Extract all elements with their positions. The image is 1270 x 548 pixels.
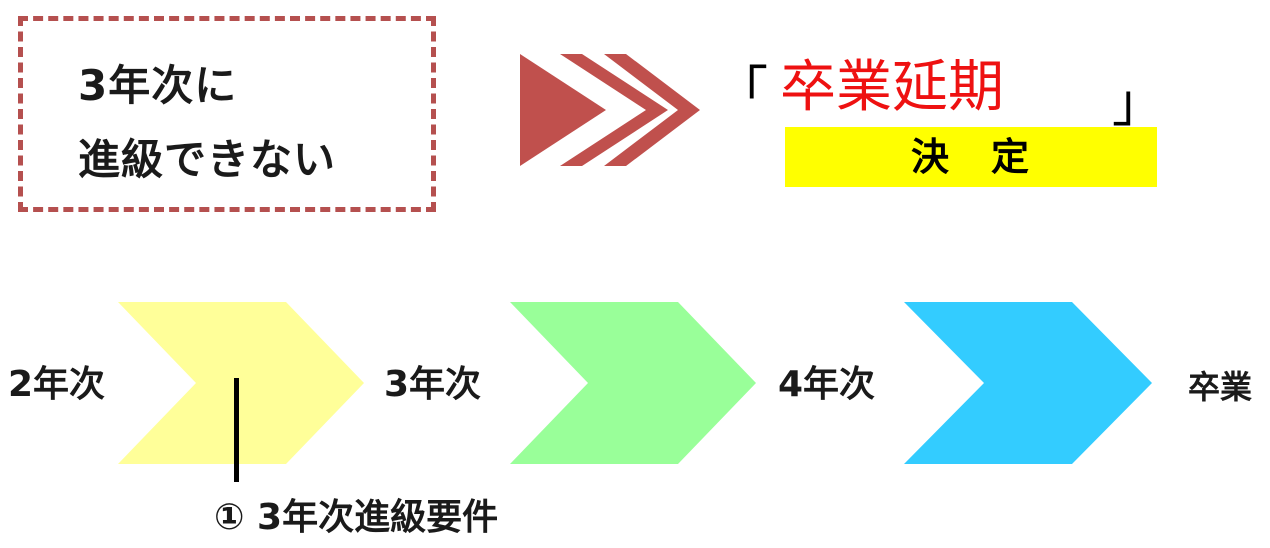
result-word: 卒業延期 <box>780 55 1004 120</box>
decided-text: 決 定 <box>910 135 1031 179</box>
triple-arrow-icon <box>520 54 700 166</box>
chevron-green <box>510 302 756 464</box>
stage-label-graduation: 卒業 <box>1188 368 1253 406</box>
stage-label-3rd-year: 3年次 <box>384 364 482 405</box>
close-bracket: 」 <box>1112 74 1165 134</box>
stage-label-4th-year: 4年次 <box>778 364 876 405</box>
condition-line-2: 進級できない <box>78 135 337 184</box>
stage-label-2nd-year: 2年次 <box>8 364 106 405</box>
requirement-label: ① 3年次進級要件 <box>214 497 499 538</box>
open-bracket: 「 <box>716 62 769 122</box>
chevron-blue <box>904 302 1152 464</box>
chevron-yellow <box>118 302 364 464</box>
stage-chevrons <box>118 302 1152 464</box>
condition-line-1: 3年次に <box>78 61 238 110</box>
condition-box <box>18 16 436 212</box>
arrow-head-3 <box>604 54 700 166</box>
requirement-marker-line <box>234 378 239 482</box>
arrow-head-1 <box>520 54 606 166</box>
arrow-head-2 <box>560 54 668 166</box>
decided-highlight <box>785 127 1157 187</box>
